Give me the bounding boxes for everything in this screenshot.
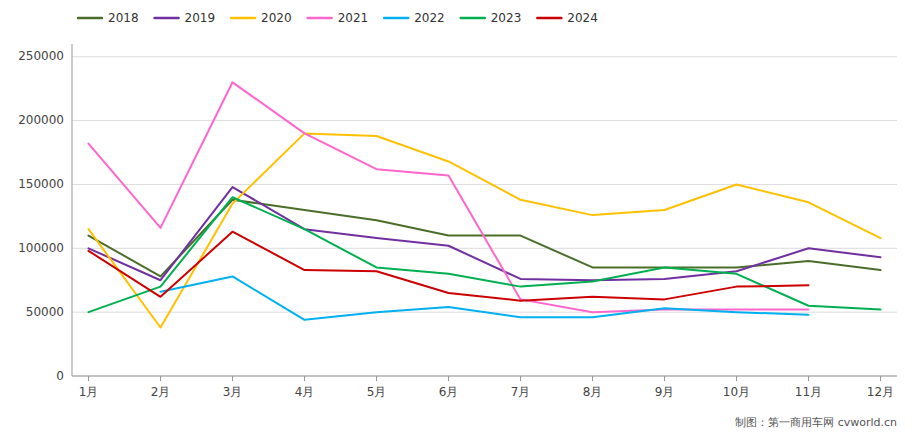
x-tick [664,376,665,381]
series-line [89,187,881,280]
x-tick [880,376,881,381]
x-tick-label: 2月 [151,385,171,399]
legend-swatch [308,17,332,20]
legend-label: 2021 [338,11,369,25]
series-line [89,82,809,312]
x-tick-label: 8月 [583,385,603,399]
x-tick [232,376,233,381]
x-tick [808,376,809,381]
legend-item: 2018 [78,11,139,25]
series-line [89,232,809,301]
series-line [161,276,809,319]
x-tick [448,376,449,381]
legend-swatch [155,17,179,20]
y-tick-label: 150000 [18,177,64,191]
legend-swatch [78,17,102,20]
grid-line [72,376,897,377]
legend-item: 2021 [308,11,369,25]
x-tick [592,376,593,381]
legend-item: 2022 [384,11,445,25]
chart-container: 0 50000 100000 150000 200000 250000 1月 2月 3月 4月 5月… [0,0,919,438]
legend-label: 2023 [491,11,522,25]
x-axis: 1月 2月 3月 4月 5月 6月 7月 8月 9月 10月 11月 12月 [79,376,894,399]
x-tick-label: 10月 [723,385,750,399]
legend-label: 2024 [567,11,598,25]
lines [89,82,881,327]
legend-label: 2018 [108,11,139,25]
series-line [89,197,881,312]
x-tick [160,376,161,381]
x-tick-label: 1月 [79,385,99,399]
x-tick-label: 12月 [867,385,894,399]
x-tick-label: 11月 [795,385,822,399]
legend-item: 2024 [537,11,598,25]
y-tick-label: 0 [56,369,64,383]
legend-item: 2020 [231,11,292,25]
legend-label: 2019 [185,11,216,25]
grid-line [72,56,897,57]
annotation: 制图：第一商用车网 cvworld.cn [735,416,897,429]
grid-line [72,120,897,121]
y-tick-label: 200000 [18,113,64,127]
x-tick-label: 3月 [223,385,243,399]
y-tick-label: 250000 [18,49,64,63]
x-tick-label: 5月 [367,385,387,399]
x-tick [736,376,737,381]
legend-swatch [384,17,408,20]
series-line [89,133,881,327]
y-axis: 0 50000 100000 150000 200000 250000 [18,49,897,382]
legend-item: 2023 [461,11,522,25]
legend: 2018 2019 2020 2021 2022 2023 2024 [78,11,598,25]
x-tick [88,376,89,381]
y-tick-label: 100000 [18,241,64,255]
x-tick-label: 6月 [439,385,459,399]
legend-swatch [537,17,561,20]
x-tick-label: 9月 [655,385,675,399]
legend-item: 2019 [155,11,216,25]
chart-svg: 0 50000 100000 150000 200000 250000 1月 2月 3月 4月 5月… [0,0,919,438]
grid-line [72,184,897,185]
x-axis-line [72,376,897,377]
x-tick-label: 4月 [295,385,315,399]
y-axis-line [72,44,73,376]
grid-line [72,248,897,249]
x-tick [304,376,305,381]
legend-swatch [231,17,255,20]
legend-label: 2020 [261,11,292,25]
y-tick-label: 50000 [26,305,64,319]
legend-swatch [461,17,485,20]
x-tick [520,376,521,381]
x-tick [376,376,377,381]
legend-label: 2022 [414,11,445,25]
x-tick-label: 7月 [511,385,531,399]
